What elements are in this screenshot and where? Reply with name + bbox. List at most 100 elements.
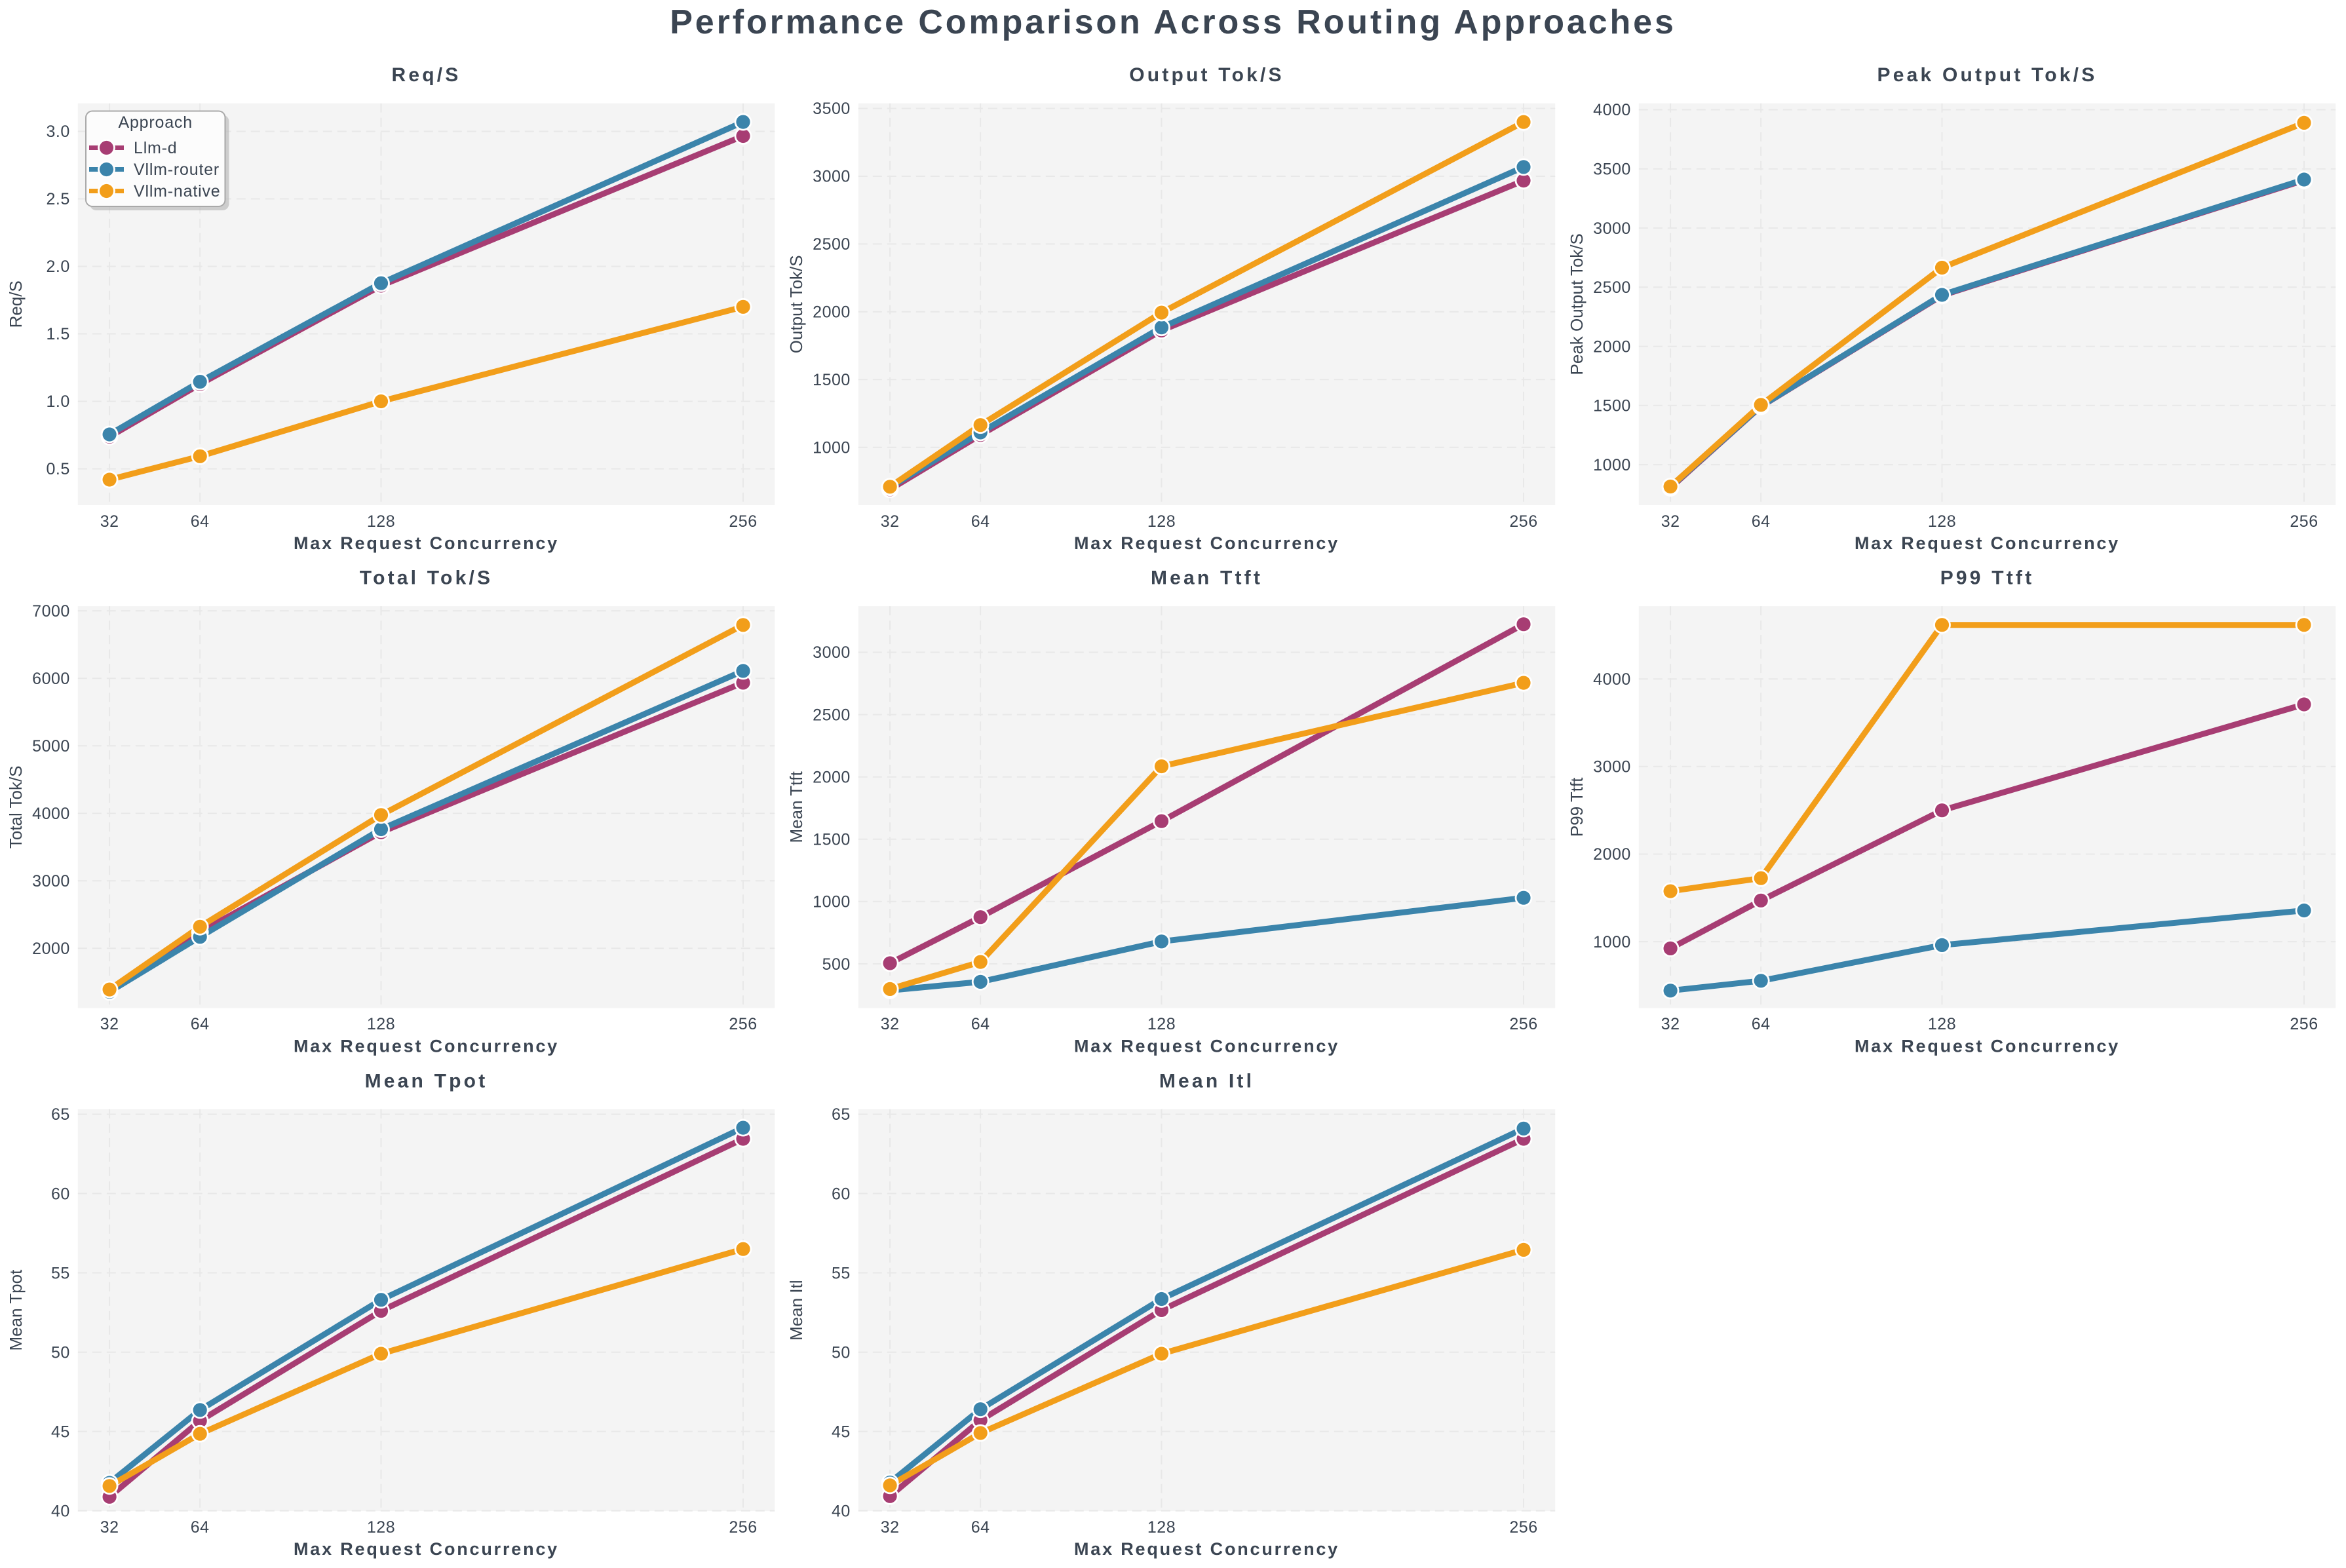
svg-text:32: 32 bbox=[100, 1518, 119, 1537]
svg-text:40: 40 bbox=[51, 1502, 70, 1520]
svg-text:32: 32 bbox=[1661, 1015, 1680, 1033]
svg-text:1.5: 1.5 bbox=[47, 325, 70, 343]
svg-text:2000: 2000 bbox=[813, 769, 851, 787]
svg-text:Mean Itl: Mean Itl bbox=[1159, 1070, 1254, 1092]
svg-text:128: 128 bbox=[367, 512, 395, 531]
svg-text:32: 32 bbox=[881, 512, 900, 531]
svg-text:1.0: 1.0 bbox=[47, 392, 70, 411]
svg-text:256: 256 bbox=[2290, 1015, 2318, 1033]
svg-text:32: 32 bbox=[100, 1015, 119, 1033]
svg-text:256: 256 bbox=[1509, 1518, 1537, 1537]
svg-text:Max Request Concurrency: Max Request Concurrency bbox=[294, 1036, 559, 1056]
svg-text:Max Request Concurrency: Max Request Concurrency bbox=[1074, 1036, 1339, 1056]
svg-text:1000: 1000 bbox=[1593, 456, 1631, 474]
svg-text:40: 40 bbox=[832, 1502, 851, 1520]
svg-text:Max Request Concurrency: Max Request Concurrency bbox=[1855, 533, 2120, 553]
svg-text:4000: 4000 bbox=[1593, 101, 1631, 119]
svg-text:Vllm-native: Vllm-native bbox=[134, 182, 220, 201]
svg-text:2000: 2000 bbox=[813, 303, 851, 322]
svg-text:P99 Ttft: P99 Ttft bbox=[1567, 777, 1586, 837]
svg-text:128: 128 bbox=[367, 1518, 395, 1537]
svg-text:3000: 3000 bbox=[32, 872, 70, 890]
svg-text:55: 55 bbox=[832, 1264, 851, 1282]
svg-text:64: 64 bbox=[1752, 1015, 1771, 1033]
svg-text:3000: 3000 bbox=[1593, 758, 1631, 776]
svg-text:1000: 1000 bbox=[813, 893, 851, 911]
svg-text:2000: 2000 bbox=[32, 940, 70, 958]
svg-text:65: 65 bbox=[832, 1105, 851, 1124]
svg-text:Max Request Concurrency: Max Request Concurrency bbox=[294, 1539, 559, 1559]
svg-text:64: 64 bbox=[191, 1518, 210, 1537]
svg-text:32: 32 bbox=[881, 1518, 900, 1537]
svg-text:3.0: 3.0 bbox=[47, 123, 70, 141]
svg-text:Llm-d: Llm-d bbox=[134, 139, 178, 157]
svg-text:64: 64 bbox=[971, 1518, 990, 1537]
svg-text:Mean Tpot: Mean Tpot bbox=[6, 1269, 26, 1351]
svg-text:5000: 5000 bbox=[32, 737, 70, 755]
svg-text:2500: 2500 bbox=[1593, 278, 1631, 297]
svg-text:2500: 2500 bbox=[813, 706, 851, 724]
svg-text:Approach: Approach bbox=[118, 113, 192, 132]
svg-text:50: 50 bbox=[51, 1343, 70, 1362]
svg-text:2500: 2500 bbox=[813, 235, 851, 254]
svg-text:Mean Ttft: Mean Ttft bbox=[1151, 567, 1263, 589]
svg-text:Max Request Concurrency: Max Request Concurrency bbox=[1074, 1539, 1339, 1559]
svg-text:64: 64 bbox=[191, 1015, 210, 1033]
svg-text:128: 128 bbox=[1147, 1015, 1176, 1033]
svg-text:Vllm-router: Vllm-router bbox=[134, 161, 220, 179]
svg-text:64: 64 bbox=[1752, 512, 1771, 531]
svg-text:Max Request Concurrency: Max Request Concurrency bbox=[1074, 533, 1339, 553]
svg-text:500: 500 bbox=[822, 955, 851, 974]
svg-text:1500: 1500 bbox=[1593, 397, 1631, 415]
svg-text:Req/S: Req/S bbox=[6, 280, 26, 328]
svg-text:Mean Ttft: Mean Ttft bbox=[786, 771, 806, 843]
svg-text:256: 256 bbox=[1509, 512, 1537, 531]
svg-text:3000: 3000 bbox=[813, 168, 851, 186]
svg-text:1500: 1500 bbox=[813, 831, 851, 849]
svg-text:64: 64 bbox=[971, 512, 990, 531]
svg-text:P99 Ttft: P99 Ttft bbox=[1940, 567, 2035, 589]
svg-text:128: 128 bbox=[1928, 512, 1956, 531]
svg-text:1500: 1500 bbox=[813, 371, 851, 389]
svg-text:3500: 3500 bbox=[1593, 161, 1631, 179]
svg-text:65: 65 bbox=[51, 1105, 70, 1124]
svg-text:256: 256 bbox=[729, 1518, 757, 1537]
svg-text:Output Tok/S: Output Tok/S bbox=[786, 255, 806, 353]
svg-text:3000: 3000 bbox=[813, 643, 851, 662]
svg-text:1000: 1000 bbox=[1593, 933, 1631, 951]
svg-text:60: 60 bbox=[51, 1185, 70, 1203]
svg-text:256: 256 bbox=[729, 512, 757, 531]
svg-text:2000: 2000 bbox=[1593, 337, 1631, 356]
svg-text:45: 45 bbox=[832, 1423, 851, 1441]
svg-text:128: 128 bbox=[1147, 1518, 1176, 1537]
svg-text:Max Request Concurrency: Max Request Concurrency bbox=[294, 533, 559, 553]
svg-text:Performance Comparison Across: Performance Comparison Across Routing Ap… bbox=[670, 3, 1676, 41]
svg-text:32: 32 bbox=[881, 1015, 900, 1033]
svg-text:256: 256 bbox=[1509, 1015, 1537, 1033]
svg-text:Peak Output Tok/S: Peak Output Tok/S bbox=[1877, 64, 2098, 86]
svg-text:60: 60 bbox=[832, 1185, 851, 1203]
svg-text:Peak Output Tok/S: Peak Output Tok/S bbox=[1567, 233, 1586, 375]
svg-text:45: 45 bbox=[51, 1423, 70, 1441]
svg-text:256: 256 bbox=[2290, 512, 2318, 531]
svg-text:0.5: 0.5 bbox=[47, 460, 70, 478]
svg-text:Total Tok/S: Total Tok/S bbox=[360, 567, 493, 589]
svg-text:256: 256 bbox=[729, 1015, 757, 1033]
svg-text:128: 128 bbox=[1928, 1015, 1956, 1033]
svg-text:Output Tok/S: Output Tok/S bbox=[1129, 64, 1284, 86]
svg-text:2000: 2000 bbox=[1593, 845, 1631, 864]
svg-text:7000: 7000 bbox=[32, 602, 70, 621]
svg-text:Req/S: Req/S bbox=[391, 64, 461, 86]
svg-text:64: 64 bbox=[971, 1015, 990, 1033]
svg-text:128: 128 bbox=[1147, 512, 1176, 531]
svg-text:Total Tok/S: Total Tok/S bbox=[6, 765, 26, 849]
svg-text:4000: 4000 bbox=[1593, 670, 1631, 689]
svg-text:2.5: 2.5 bbox=[47, 190, 70, 208]
svg-text:64: 64 bbox=[191, 512, 210, 531]
svg-text:128: 128 bbox=[367, 1015, 395, 1033]
svg-text:32: 32 bbox=[1661, 512, 1680, 531]
svg-text:Max Request Concurrency: Max Request Concurrency bbox=[1855, 1036, 2120, 1056]
svg-text:6000: 6000 bbox=[32, 670, 70, 688]
svg-text:3000: 3000 bbox=[1593, 220, 1631, 238]
svg-text:3500: 3500 bbox=[813, 100, 851, 118]
